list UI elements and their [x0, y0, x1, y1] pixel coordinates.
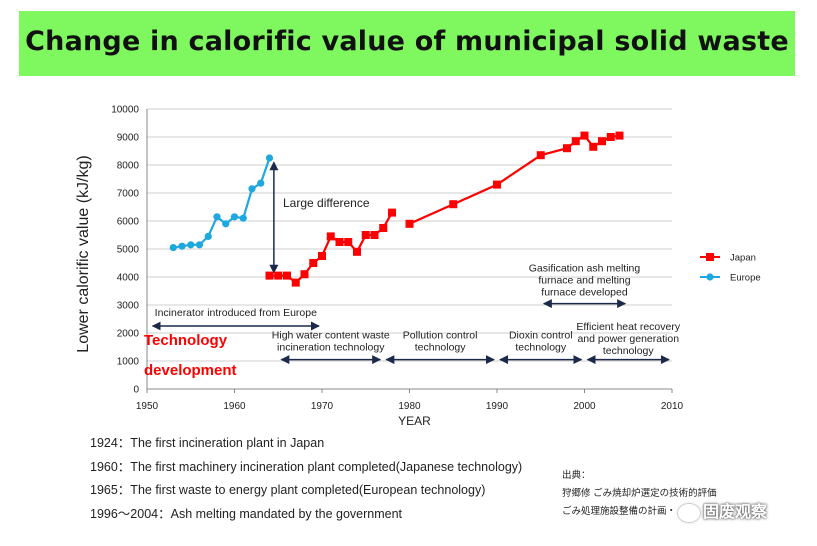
history-notes: 1924：The first incineration plant in Jap… — [90, 432, 522, 526]
watermark: 固废观察 — [678, 498, 767, 522]
europe-line-segment — [173, 157, 271, 249]
japan-point — [335, 238, 344, 246]
japan-line-segment — [409, 134, 620, 225]
page-title: Change in calorific value of municipal s… — [25, 26, 789, 57]
japan-point — [606, 133, 615, 141]
phase-label-dioxin: Dioxin control — [509, 330, 573, 342]
phase-label-dioxin: technology — [515, 342, 567, 354]
legend-marker-japan — [706, 253, 714, 261]
europe-point — [178, 242, 186, 250]
axes-layer: 0 1000 2000 3000 4000 5000 6000 7000 8000 9000 100… — [75, 105, 684, 429]
y-tick-label: 10000 — [111, 105, 139, 116]
series-layer — [169, 131, 624, 287]
japan-point — [598, 137, 606, 146]
y-tick-label: 4000 — [117, 273, 140, 284]
watermark-text: 固废观察 — [703, 504, 768, 521]
japan-point — [283, 271, 291, 280]
europe-point — [230, 213, 239, 221]
japan-point — [318, 252, 326, 260]
legend-label-europe: Europe — [730, 273, 761, 284]
title-banner: Change in calorific value of municipal s… — [19, 11, 795, 76]
x-tick-label: 2010 — [661, 401, 684, 412]
legend: Japan Europe — [700, 253, 761, 284]
x-tick-label: 2000 — [573, 401, 596, 412]
japan-point — [344, 238, 353, 246]
japan-point — [353, 247, 361, 256]
europe-point — [239, 214, 247, 222]
japan-point — [326, 232, 335, 241]
note-1965: 1965：The first waste to energy plant com… — [90, 483, 486, 497]
legend-label-japan: Japan — [730, 253, 756, 264]
y-tick-label: 6000 — [117, 217, 140, 228]
note-1996-2004: 1996～2004：Ash melting mandated by the go… — [90, 506, 402, 521]
japan-point — [580, 131, 589, 140]
y-tick-label: 8000 — [117, 161, 140, 172]
y-tick-label: 9000 — [117, 133, 140, 144]
japan-point — [300, 270, 309, 279]
japan-point — [449, 200, 458, 209]
japan-point — [379, 224, 388, 232]
source-line-1: 狩郷修 ごみ焼却炉選定の技術的評価 — [562, 488, 717, 499]
x-tick-label: 1980 — [398, 401, 421, 412]
note-1924: 1924：The first incineration plant in Jap… — [90, 436, 325, 450]
japan-point — [493, 180, 501, 189]
europe-point — [213, 213, 221, 221]
source-line-2: ごみ処理施設整備の計画・ — [562, 506, 677, 517]
japan-point — [571, 137, 580, 146]
japan-point — [370, 231, 379, 239]
x-axis-title: YEAR — [398, 414, 431, 428]
y-tick-label: 5000 — [117, 245, 140, 256]
japan-point — [615, 131, 624, 140]
y-tick-label: 7000 — [117, 189, 140, 200]
tech-dev-label-2: development — [144, 362, 237, 379]
phase-label-efficient-heat: technology — [603, 345, 655, 357]
phase-label-incinerator-europe: Incinerator introduced from Europe — [155, 307, 317, 319]
europe-point — [222, 220, 230, 228]
x-tick-label: 1970 — [311, 401, 334, 412]
phase-label-high-water: incineration technology — [277, 342, 385, 354]
y-tick-label: 1000 — [117, 357, 140, 368]
legend-marker-europe — [706, 273, 714, 281]
japan-point — [291, 278, 300, 287]
phase-label-gasification: Gasification ash melting — [529, 262, 641, 274]
phase-label-efficient-heat: Efficient heat recovery — [576, 321, 680, 333]
japan-point — [274, 271, 283, 280]
phase-label-gasification: furnace developed — [541, 286, 628, 298]
japan-point — [388, 208, 396, 217]
x-tick-label: 1990 — [486, 401, 509, 412]
japan-point — [309, 259, 318, 267]
large-difference-label: Large difference — [283, 196, 370, 210]
x-tick-label: 1960 — [223, 401, 246, 412]
phase-label-high-water: High water content waste — [272, 330, 390, 342]
japan-point — [405, 219, 414, 228]
note-1960: 1960：The first machinery incineration pl… — [90, 459, 523, 474]
y-tick-label: 3000 — [117, 301, 140, 312]
japan-point — [265, 271, 274, 280]
japan-point — [589, 142, 598, 151]
y-tick-label: 0 — [133, 385, 139, 396]
phase-label-gasification: furnace and melting — [538, 274, 630, 286]
europe-point — [204, 232, 212, 240]
japan-point — [563, 144, 571, 153]
source-label: 出典： — [562, 470, 591, 481]
europe-point — [169, 244, 177, 252]
europe-point — [248, 185, 256, 193]
phase-label-pollution: technology — [415, 342, 467, 354]
y-axis-title: Lower calorific value (kJ/kg) — [75, 155, 92, 352]
tech-dev-label-1: Technology — [144, 332, 228, 349]
y-tick-label: 2000 — [117, 329, 140, 340]
japan-point — [536, 151, 545, 160]
wechat-icon — [678, 503, 700, 522]
phase-label-pollution: Pollution control — [403, 330, 478, 342]
x-tick-label: 1950 — [136, 401, 159, 412]
japan-point — [361, 231, 370, 239]
europe-point — [187, 241, 195, 249]
phase-label-efficient-heat: and power generation — [577, 333, 679, 345]
europe-point — [265, 154, 274, 162]
annotation-layer: Large difference Technology development Inc… — [144, 161, 681, 379]
source-citation: 出典： 狩郷修 ごみ焼却炉選定の技術的評価 ごみ処理施設整備の計画・ — [562, 467, 717, 521]
europe-point — [257, 179, 265, 187]
europe-point — [195, 241, 204, 249]
